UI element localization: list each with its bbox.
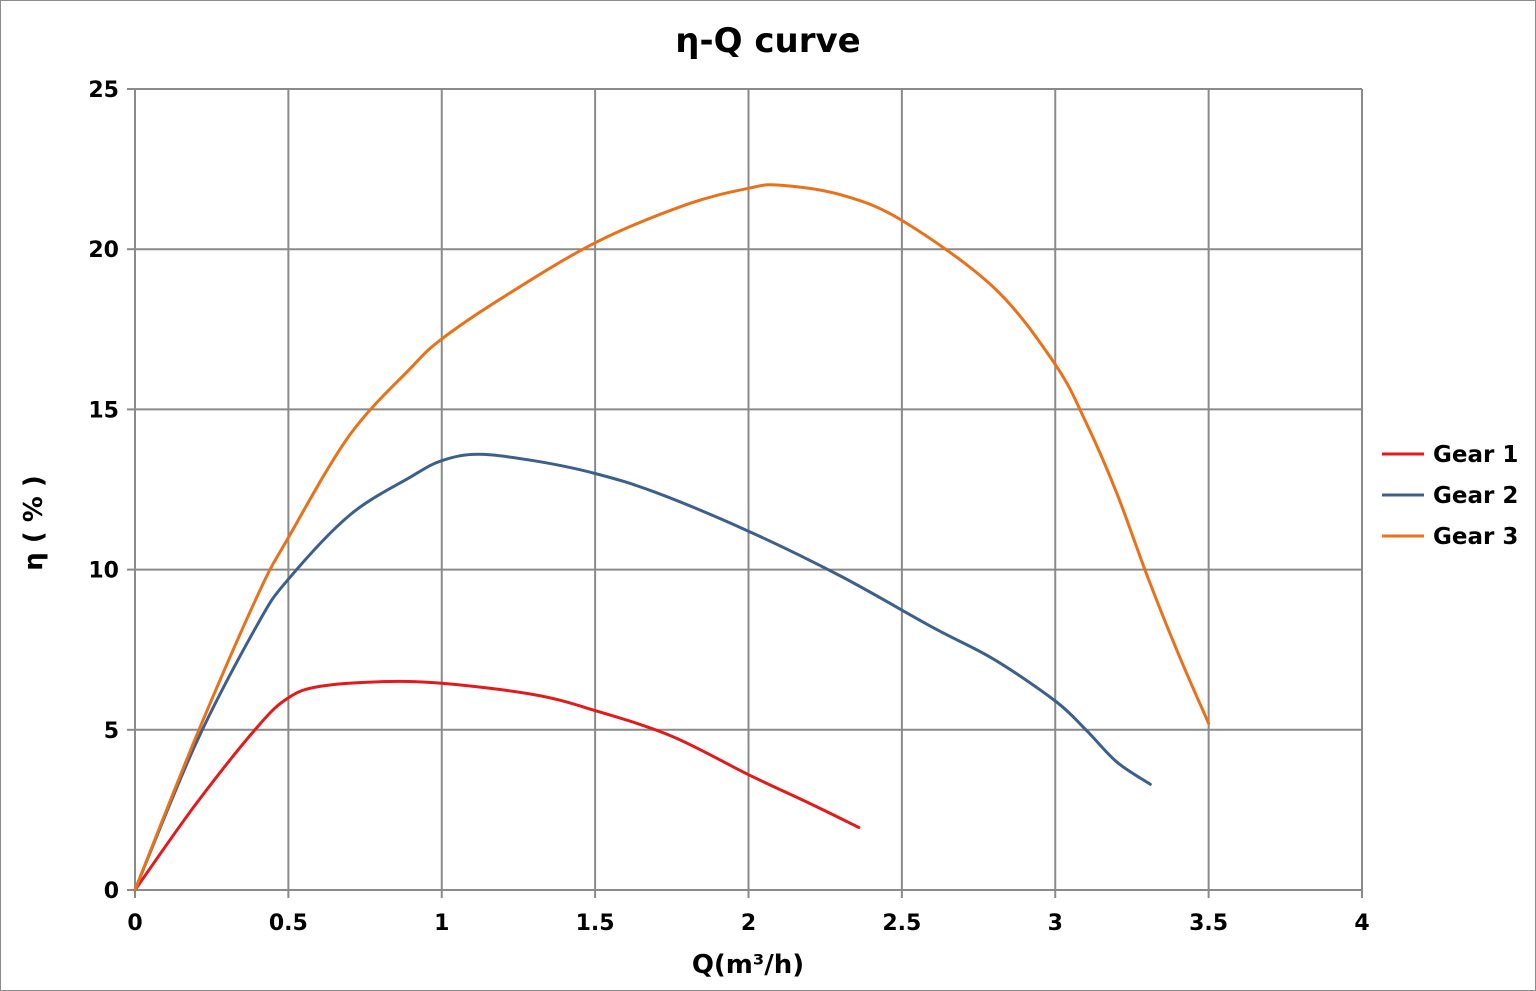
x-axis-label: Q(m³/h) (692, 950, 804, 980)
series-line-gear-2 (133, 452, 1152, 892)
legend-label-gear-1: Gear 1 (1433, 442, 1518, 468)
y-tick-label: 10 (88, 559, 119, 584)
legend-label-gear-3: Gear 3 (1433, 524, 1518, 550)
x-tick-labels: 0 0.5 1 1.5 2 2.5 3 3.5 4 (127, 911, 1369, 936)
y-tick-label: 0 (104, 879, 119, 904)
x-tick-label: 0.5 (269, 911, 308, 936)
x-tick-label: 1.5 (576, 911, 615, 936)
x-tick-label: 1 (434, 911, 449, 936)
legend: Gear 1 Gear 2 Gear 3 (1382, 442, 1518, 550)
series-group (133, 183, 1211, 892)
axes (127, 88, 1363, 898)
legend-label-gear-2: Gear 2 (1433, 483, 1518, 509)
chart-title: η-Q curve (675, 21, 860, 61)
x-tick-label: 2.5 (882, 911, 921, 936)
grid (134, 88, 1363, 891)
y-tick-label: 15 (88, 398, 119, 423)
x-tick-label: 4 (1354, 911, 1369, 936)
y-axis-label: η ( % ) (19, 475, 49, 570)
plot-area (127, 88, 1363, 898)
x-tick-label: 3.5 (1189, 911, 1228, 936)
x-tick-label: 0 (127, 911, 142, 936)
y-tick-labels: 0 5 10 15 20 25 (88, 78, 119, 904)
y-tick-label: 5 (104, 719, 119, 744)
y-tick-label: 25 (88, 78, 119, 103)
x-tick-label: 3 (1048, 911, 1063, 936)
series-line-gear-3 (133, 183, 1211, 892)
y-tick-label: 20 (88, 238, 119, 263)
x-tick-label: 2 (741, 911, 756, 936)
series-line-gear-1 (133, 679, 861, 892)
